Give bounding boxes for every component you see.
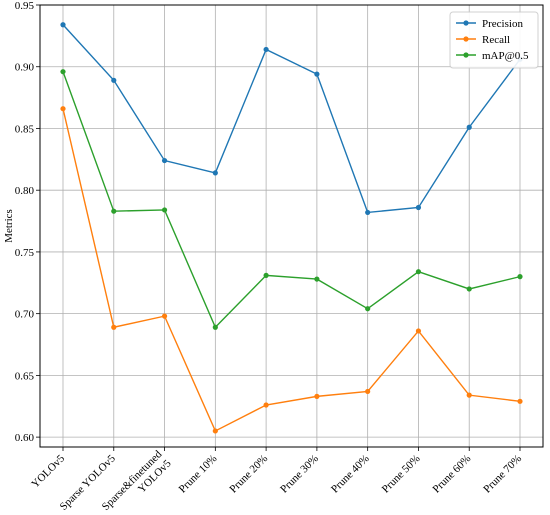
data-point-map-0-5 [263,272,269,278]
x-tick-label: Prune 40% [329,453,372,496]
x-tick-label: Prune 30% [278,453,321,496]
y-tick-label: 0.75 [15,247,35,259]
legend-label-map-0-5: mAP@0.5 [482,50,529,62]
legend-label-recall: Recall [482,34,510,46]
x-tick-label-line: Prune 20% [227,453,270,496]
data-point-recall [466,392,472,398]
legend-marker-map-0-5 [463,52,469,58]
data-point-map-0-5 [161,207,168,213]
y-tick-label: 0.65 [15,370,35,382]
legend-marker-precision [463,20,469,26]
series-layer [60,22,523,434]
x-tick-label-line: Prune 70% [481,453,524,496]
data-point-map-0-5 [111,208,117,214]
x-tick-label-line: Prune 50% [380,453,423,496]
series-map-0-5 [60,69,523,330]
x-tick-label: Prune 60% [431,453,474,496]
y-tick-label: 0.95 [15,0,35,12]
data-point-map-0-5 [365,306,371,312]
y-axis-ticks: 0.60 0.65 0.70 0.75 0.80 0.85 0.90 0.95 [15,0,40,444]
data-point-precision [466,124,472,130]
data-point-recall [314,393,320,399]
series-recall [60,106,523,434]
legend-frame [449,11,539,69]
data-point-precision [314,71,320,77]
data-point-recall [263,402,269,408]
legend: Precision Recall mAP@0.5 [449,11,539,69]
x-tick-label-line: Prune 40% [329,453,372,496]
data-point-precision [212,170,218,176]
series-line-map-0-5 [62,71,521,329]
legend-marker-recall [463,36,469,42]
data-point-map-0-5 [415,269,422,275]
x-tick-label: Prune 10% [177,453,220,496]
x-tick-label-line: Prune 60% [431,453,474,496]
data-point-recall [365,388,371,395]
data-point-map-0-5 [517,274,523,280]
data-point-map-0-5 [314,276,320,282]
plot-frame [39,4,544,448]
y-tick-label: 0.90 [15,62,35,74]
legend-label-precision: Precision [482,18,523,30]
data-point-precision [111,77,117,83]
x-tick-label-line: Prune 30% [278,453,321,496]
x-tick-label: Prune 70% [481,453,524,496]
grid-lines [40,4,543,447]
data-point-precision [263,46,269,53]
data-point-recall [161,313,168,319]
data-point-precision [60,22,66,28]
data-point-recall [212,428,218,434]
data-point-map-0-5 [466,286,472,292]
y-tick-label: 0.85 [15,123,35,135]
data-point-precision [415,204,422,211]
x-tick-label: Prune 20% [227,453,270,496]
y-tick-label: 0.60 [15,432,35,444]
x-tick-label-line: Prune 10% [177,453,220,496]
series-line-precision [62,24,521,214]
x-tick-label-line: YOLOv5 [29,452,67,490]
data-point-map-0-5 [60,69,66,75]
y-axis-title: Metrics [3,209,15,243]
y-tick-label: 0.70 [15,309,35,321]
data-point-map-0-5 [212,324,218,330]
data-point-recall [517,398,523,404]
data-point-precision [365,209,371,216]
series-line-recall [62,108,521,432]
x-tick-label: YOLOv5 [29,452,67,490]
data-point-recall [415,328,422,334]
x-tick-label: Prune 50% [380,453,423,496]
data-point-recall [111,324,117,330]
y-tick-label: 0.80 [15,185,35,197]
data-point-precision [161,157,168,164]
data-point-recall [60,106,66,112]
